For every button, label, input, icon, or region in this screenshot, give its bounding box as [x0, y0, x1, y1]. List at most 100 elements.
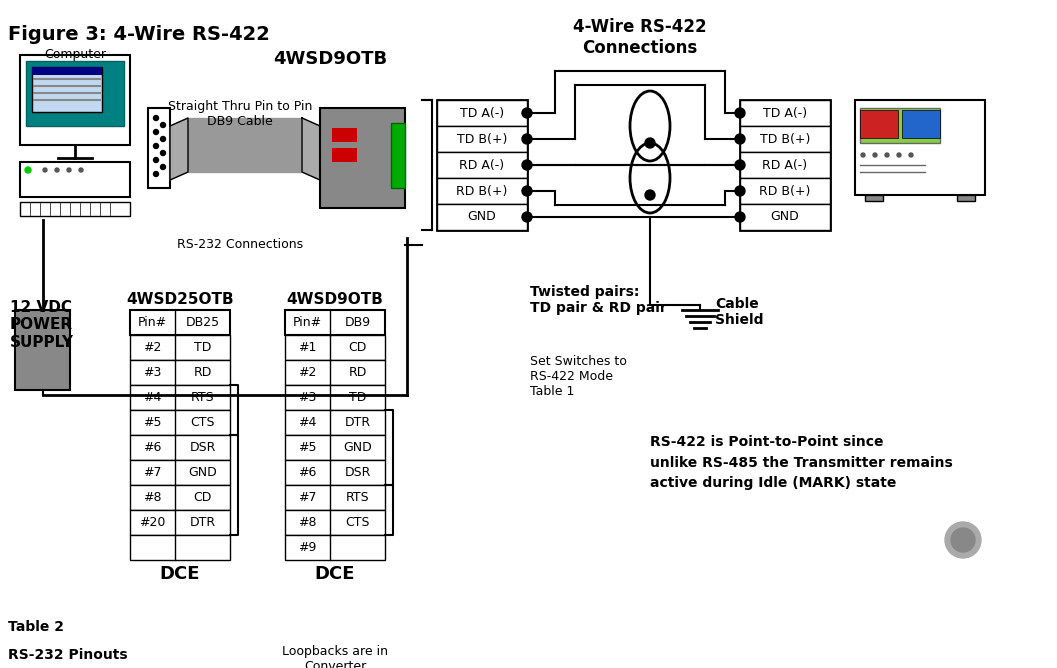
Circle shape: [735, 134, 745, 144]
Text: #3: #3: [298, 391, 317, 404]
Text: #4: #4: [298, 416, 317, 429]
Text: #4: #4: [144, 391, 162, 404]
Text: DCE: DCE: [315, 565, 355, 583]
Circle shape: [161, 164, 166, 170]
Text: CTS: CTS: [190, 416, 215, 429]
Bar: [437, 204, 527, 230]
Text: TD: TD: [193, 341, 211, 354]
Circle shape: [522, 134, 532, 144]
Bar: [285, 360, 385, 385]
Bar: [130, 510, 230, 535]
Text: DB9: DB9: [345, 316, 371, 329]
Text: RTS: RTS: [190, 391, 215, 404]
Bar: [437, 178, 527, 204]
Circle shape: [735, 108, 745, 118]
Text: 4WSD9OTB: 4WSD9OTB: [286, 292, 384, 307]
Circle shape: [161, 122, 166, 128]
Bar: [20, 55, 130, 145]
Bar: [740, 178, 830, 204]
Text: DB25: DB25: [185, 316, 220, 329]
Text: 4WSD9OTB: 4WSD9OTB: [273, 50, 387, 68]
Bar: [285, 535, 385, 560]
Text: Computer: Computer: [44, 48, 106, 61]
Circle shape: [153, 144, 159, 148]
Circle shape: [897, 153, 901, 157]
Bar: [740, 204, 830, 230]
Circle shape: [153, 158, 159, 162]
Bar: [860, 108, 940, 143]
Bar: [32, 67, 101, 75]
Text: RD A(-): RD A(-): [762, 158, 808, 172]
Text: Twisted pairs:
TD pair & RD pair: Twisted pairs: TD pair & RD pair: [530, 285, 667, 315]
Text: #2: #2: [144, 341, 162, 354]
Text: #5: #5: [144, 416, 162, 429]
Text: DTR: DTR: [189, 516, 216, 529]
Bar: [130, 410, 230, 435]
Bar: [902, 110, 940, 138]
Circle shape: [522, 160, 532, 170]
Text: RTS: RTS: [346, 491, 369, 504]
Circle shape: [161, 150, 166, 156]
Text: GND: GND: [188, 466, 217, 479]
Text: RS-422 is Point-to-Point since
unlike RS-485 the Transmitter remains
active duri: RS-422 is Point-to-Point since unlike RS…: [650, 435, 952, 490]
Text: TD: TD: [349, 391, 366, 404]
Circle shape: [522, 186, 532, 196]
Bar: [130, 460, 230, 485]
Bar: [865, 195, 883, 201]
Text: RS-232 Connections: RS-232 Connections: [177, 238, 303, 251]
Circle shape: [67, 168, 71, 172]
Bar: [130, 310, 230, 335]
Text: #20: #20: [140, 516, 166, 529]
Bar: [285, 485, 385, 510]
Bar: [285, 310, 385, 335]
Circle shape: [861, 153, 865, 157]
Text: TD A(-): TD A(-): [763, 106, 808, 120]
Bar: [26, 61, 124, 126]
Bar: [285, 385, 385, 410]
Text: #8: #8: [144, 491, 162, 504]
Text: TD B(+): TD B(+): [760, 132, 810, 146]
Bar: [437, 100, 527, 126]
Text: #7: #7: [144, 466, 162, 479]
Text: 12 VDC
POWER
SUPPLY: 12 VDC POWER SUPPLY: [10, 300, 74, 350]
Bar: [855, 100, 985, 195]
Bar: [285, 410, 385, 435]
Circle shape: [735, 186, 745, 196]
Text: Pin#: Pin#: [293, 316, 322, 329]
Bar: [20, 162, 130, 197]
Text: #2: #2: [298, 366, 317, 379]
Bar: [957, 195, 975, 201]
Text: GND: GND: [771, 210, 799, 224]
Bar: [130, 335, 230, 360]
Text: Figure 3: 4-Wire RS-422: Figure 3: 4-Wire RS-422: [8, 25, 270, 44]
Bar: [130, 435, 230, 460]
Text: Set Switches to
RS-422 Mode
Table 1: Set Switches to RS-422 Mode Table 1: [530, 355, 627, 398]
Text: DSR: DSR: [345, 466, 371, 479]
Bar: [437, 100, 527, 230]
Text: RD B(+): RD B(+): [759, 184, 811, 198]
Bar: [130, 385, 230, 410]
Circle shape: [153, 116, 159, 120]
Text: 4-Wire RS-422
Connections: 4-Wire RS-422 Connections: [573, 18, 707, 57]
Text: #6: #6: [144, 441, 162, 454]
Bar: [285, 335, 385, 360]
Bar: [391, 123, 405, 188]
Bar: [320, 108, 405, 208]
Circle shape: [522, 108, 532, 118]
Circle shape: [735, 212, 745, 222]
Circle shape: [79, 168, 84, 172]
Polygon shape: [170, 118, 188, 180]
Bar: [285, 460, 385, 485]
Bar: [860, 110, 898, 138]
Text: RD A(-): RD A(-): [460, 158, 504, 172]
Bar: [20, 202, 130, 216]
Circle shape: [153, 130, 159, 134]
Text: #7: #7: [298, 491, 317, 504]
Polygon shape: [188, 118, 302, 172]
Text: Pin#: Pin#: [137, 316, 167, 329]
Circle shape: [873, 153, 877, 157]
Text: #6: #6: [298, 466, 317, 479]
Circle shape: [55, 168, 59, 172]
Text: Cable
Shield: Cable Shield: [715, 297, 763, 327]
Circle shape: [735, 160, 745, 170]
